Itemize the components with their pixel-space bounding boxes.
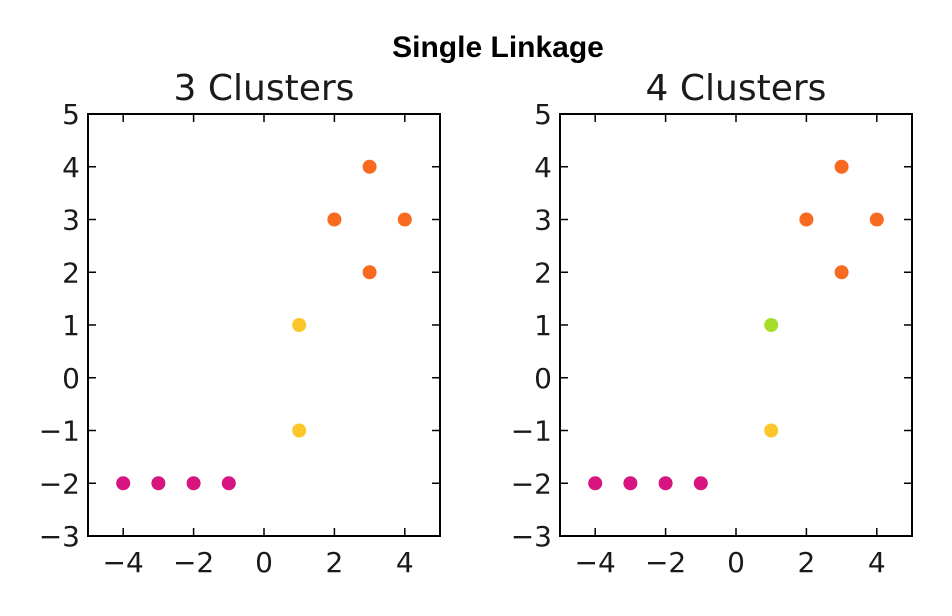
y-tick-label: 3 — [534, 204, 552, 237]
subplot-title: 3 Clusters — [174, 68, 355, 109]
y-tick-label: −1 — [39, 415, 80, 448]
data-point — [764, 318, 779, 332]
y-tick-label: 0 — [534, 362, 552, 395]
subplot-left: 3 Clusters −4 −2 0 2 4 −3 −2 −1 0 1 2 3 4 5 — [39, 68, 441, 579]
subplot-right: 4 Clusters −4 −2 0 2 4 −3 −2 −1 0 1 2 3 4 5 — [511, 68, 913, 579]
x-tick-label: −4 — [575, 546, 616, 579]
x-tick-label: 0 — [727, 546, 745, 579]
data-point — [116, 476, 131, 491]
x-tick-label: −2 — [645, 546, 686, 579]
data-point — [799, 212, 814, 227]
data-point — [186, 476, 201, 491]
y-tick-label: 2 — [62, 256, 80, 289]
subplot-title: 4 Clusters — [646, 68, 827, 109]
figure-title: Single Linkage — [392, 31, 604, 64]
y-tick-label: −3 — [39, 520, 80, 553]
y-tick-label: 5 — [62, 98, 80, 131]
x-tick-label: 4 — [868, 546, 886, 579]
x-tick-label: 0 — [255, 546, 273, 579]
y-tick-label: 0 — [62, 362, 80, 395]
x-tick-label: −4 — [103, 546, 144, 579]
data-point — [869, 212, 884, 227]
data-point — [292, 423, 307, 438]
data-point — [292, 318, 307, 332]
data-point — [588, 476, 603, 491]
data-point — [764, 423, 779, 438]
x-tick-label: 2 — [325, 546, 343, 579]
y-tick-label: 3 — [62, 204, 80, 237]
data-point — [151, 476, 166, 491]
y-tick-label: −1 — [511, 415, 552, 448]
y-tick-label: −2 — [39, 467, 80, 500]
y-tick-label: −2 — [511, 467, 552, 500]
data-point — [221, 476, 236, 491]
y-tick-label: 2 — [534, 256, 552, 289]
data-point — [834, 159, 849, 174]
data-point — [327, 212, 342, 227]
data-point — [658, 476, 673, 491]
data-point — [362, 265, 377, 280]
y-tick-label: 1 — [534, 309, 552, 342]
y-tick-label: 4 — [534, 151, 552, 184]
data-point — [693, 476, 708, 491]
y-tick-label: 4 — [62, 151, 80, 184]
y-tick-label: −3 — [511, 520, 552, 553]
plot-frame — [87, 113, 441, 537]
y-tick-label: 1 — [62, 309, 80, 342]
data-point — [397, 212, 412, 227]
y-tick-label: 5 — [534, 98, 552, 131]
x-tick-label: 4 — [396, 546, 414, 579]
x-tick-label: −2 — [173, 546, 214, 579]
data-point — [623, 476, 638, 491]
x-tick-label: 2 — [797, 546, 815, 579]
data-point — [834, 265, 849, 280]
data-point — [362, 159, 377, 174]
plot-frame — [559, 113, 913, 537]
